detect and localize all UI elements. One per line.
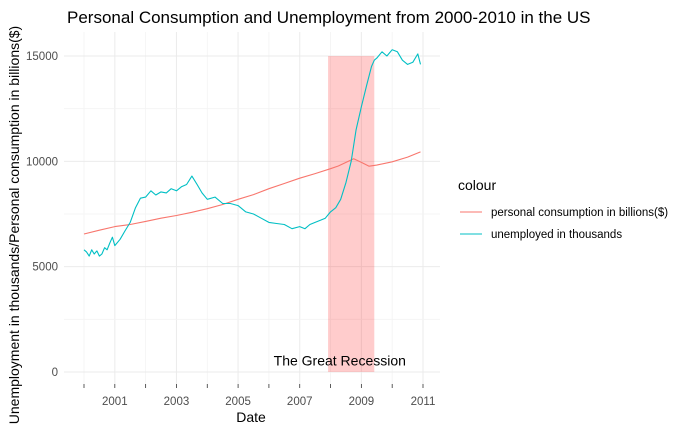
chart-title: Personal Consumption and Unemployment fr…: [67, 8, 591, 27]
legend-label: unemployed in thousands: [491, 229, 622, 241]
x-tick-label: 2003: [164, 396, 190, 408]
x-tick-label: 2009: [349, 396, 375, 408]
x-tick-label: 2005: [225, 396, 251, 408]
legend: colour personal consumption in billions(…: [458, 177, 668, 241]
y-axis-title: Unemployment in thousands/Personal consu…: [6, 26, 22, 424]
x-tick-label: 2001: [102, 396, 128, 408]
y-tick-label: 5000: [32, 262, 58, 274]
legend-items: personal consumption in billions($) unemp…: [460, 207, 668, 241]
series-layer: [83, 49, 422, 257]
x-axis-ticks: 2001 2003 2005 2007 2009 2011: [83, 384, 436, 408]
annotation-label: The Great Recession: [274, 352, 406, 368]
recession-band: [328, 56, 375, 372]
recession-band-layer: [328, 56, 375, 372]
x-axis-title: Date: [236, 409, 266, 425]
series-line-personal-consumption: [83, 151, 421, 235]
y-axis-ticks: 0 5000 10000 15000: [26, 51, 58, 379]
x-tick-label: 2007: [287, 396, 313, 408]
x-tick-label: 2011: [411, 396, 436, 408]
series-line-unemployed: [83, 49, 422, 257]
legend-label: personal consumption in billions($): [491, 207, 668, 219]
annotation-layer: The Great Recession: [274, 352, 406, 368]
y-tick-label: 0: [52, 367, 58, 379]
y-tick-label: 10000: [26, 156, 58, 168]
y-tick-label: 15000: [26, 51, 58, 63]
legend-title: colour: [458, 177, 496, 193]
grid: [64, 32, 440, 384]
